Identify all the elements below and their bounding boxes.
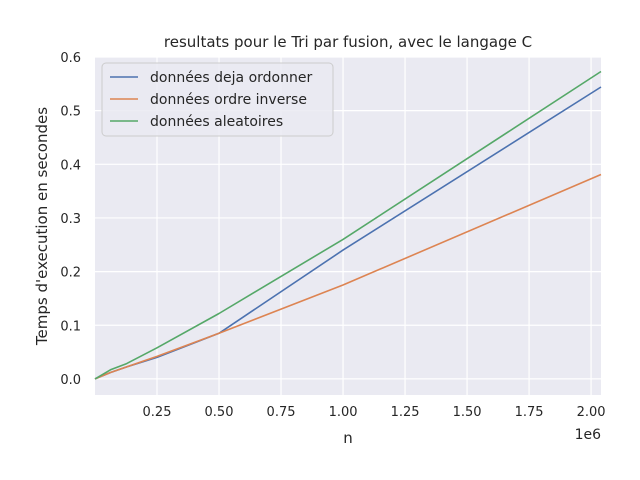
chart-title: resultats pour le Tri par fusion, avec l… (164, 33, 532, 51)
x-tick-label: 1.75 (515, 405, 544, 420)
x-tick-label: 0.75 (267, 405, 296, 420)
y-tick-label: 0.4 (60, 158, 81, 173)
legend-label-1: données deja ordonner (150, 70, 312, 86)
y-axis-label: Temps d'execution en secondes (33, 107, 51, 346)
x-tick-label: 1.00 (329, 405, 358, 420)
legend-box (101, 62, 334, 137)
x-tick-label: 2.00 (577, 405, 606, 420)
y-tick-label: 0.1 (60, 319, 81, 334)
legend: données deja ordonner données ordre inver… (101, 62, 334, 137)
x-tick-label: 0.25 (143, 405, 172, 420)
x-axis-label: n (343, 429, 353, 447)
x-tick-label: 1.25 (391, 405, 420, 420)
legend-label-3: données aleatoires (150, 114, 283, 130)
x-tick-label: 1.50 (453, 405, 482, 420)
y-tick-label: 0.5 (60, 105, 81, 120)
y-tick-label: 0.3 (60, 212, 81, 227)
x-tick-labels: 0.25 0.50 0.75 1.00 1.25 1.50 1.75 2.00 (143, 405, 606, 420)
series-line-2 (94, 173, 602, 380)
y-tick-label: 0.2 (60, 266, 81, 281)
series-lines (94, 70, 602, 380)
x-axis-offset-label: 1e6 (575, 427, 602, 443)
y-tick-label: 0.0 (60, 373, 81, 388)
series-line-3 (94, 70, 602, 380)
y-tick-labels: 0.0 0.1 0.2 0.3 0.4 0.5 0.6 (60, 51, 81, 388)
legend-label-2: données ordre inverse (150, 92, 307, 108)
y-tick-label: 0.6 (60, 51, 81, 66)
legend-entries: données deja ordonner données ordre inver… (110, 70, 312, 130)
x-tick-label: 0.50 (205, 405, 234, 420)
